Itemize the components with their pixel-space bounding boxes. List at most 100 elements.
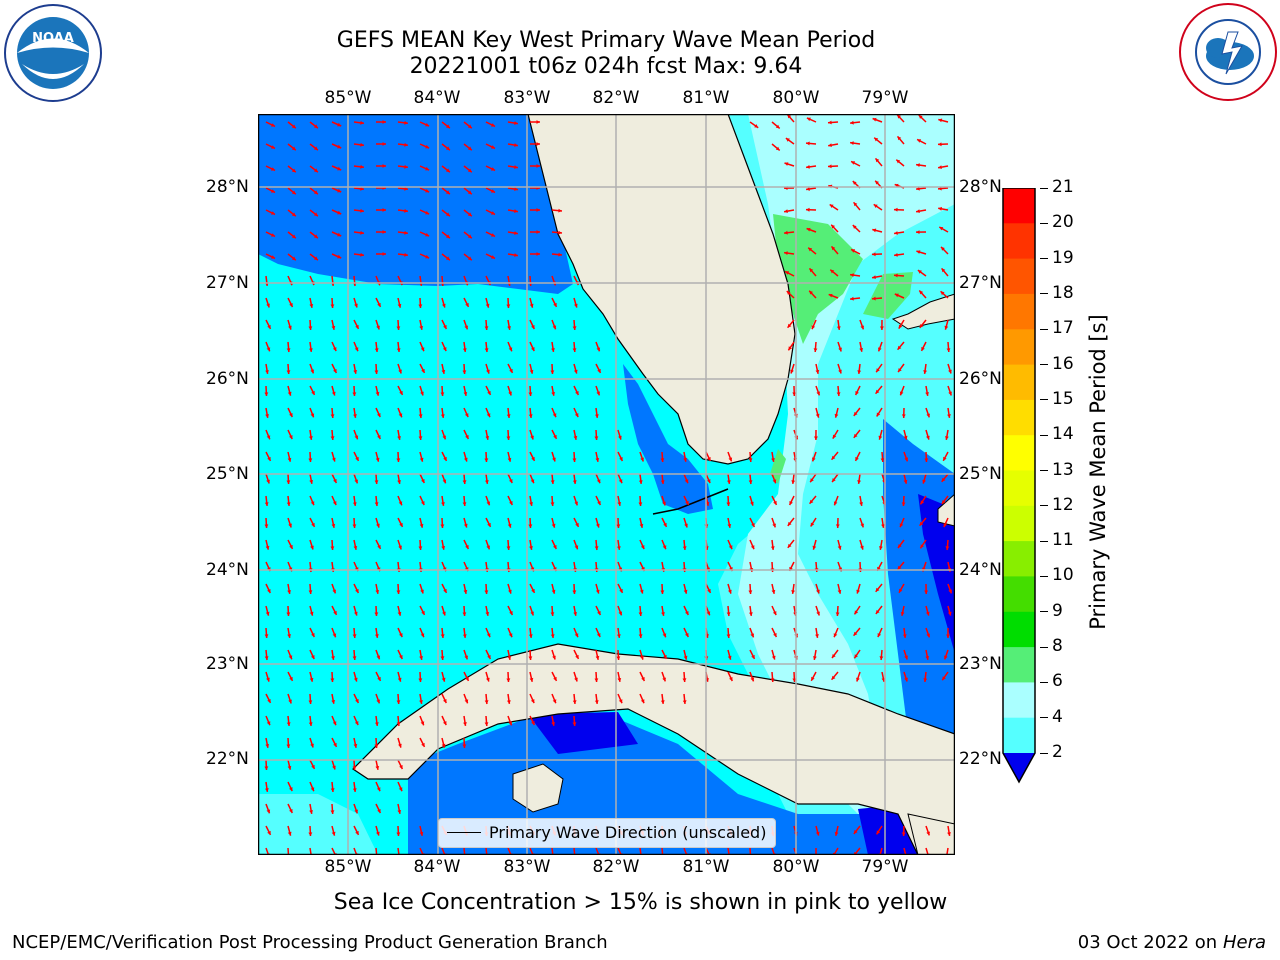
wave-arrow-head xyxy=(289,435,293,440)
wave-arrow-head xyxy=(486,501,491,506)
wave-arrow-head xyxy=(419,656,423,660)
wave-arrow-head xyxy=(332,721,337,726)
wave-arrow-head xyxy=(514,121,518,125)
wave-arrow-head xyxy=(860,325,864,330)
wave-arrow-head xyxy=(828,293,833,298)
wave-arrow-head xyxy=(616,656,621,660)
wave-arrow-head xyxy=(507,326,511,330)
wave-arrow-head xyxy=(332,347,337,352)
wave-arrow-head xyxy=(425,144,430,149)
wave-arrow-head xyxy=(597,501,601,505)
wave-arrow-head xyxy=(748,590,753,594)
wave-arrow-head xyxy=(923,678,928,682)
wave-arrow-head xyxy=(376,831,380,836)
wave-arrow-head xyxy=(897,114,901,119)
wave-arrow-head xyxy=(786,291,791,295)
wave-arrow-head xyxy=(418,414,423,418)
wave-arrow-head xyxy=(506,304,511,308)
wave-arrow-head xyxy=(508,347,513,352)
wave-arrow-head xyxy=(337,144,342,149)
wave-arrow xyxy=(551,847,554,855)
sea-ice-caption: Sea Ice Concentration > 15% is shown in … xyxy=(333,890,948,915)
wave-arrow-head xyxy=(425,122,430,127)
wave-arrow-head xyxy=(617,546,621,550)
colorbar-cell xyxy=(1003,435,1035,471)
wave-arrow-head xyxy=(662,677,666,682)
wave-arrow-head xyxy=(266,809,271,814)
wave-arrow xyxy=(639,847,642,855)
wave-arrow-head xyxy=(353,414,357,418)
wave-arrow-head xyxy=(376,655,381,660)
wave-arrow-head xyxy=(375,766,380,770)
wave-arrow-head xyxy=(662,545,667,550)
wave-arrow-head xyxy=(660,700,665,704)
wave-arrow-head xyxy=(806,227,811,232)
wave-arrow-head xyxy=(550,480,555,484)
wave-arrow-head xyxy=(421,742,425,747)
colorbar-tick-mark xyxy=(1040,470,1048,471)
wave-arrow-head xyxy=(352,656,357,660)
wave-arrow-head xyxy=(573,435,578,440)
wave-arrow-head xyxy=(440,634,445,638)
wave-arrow-head xyxy=(375,722,379,726)
colorbar-tick-label: 2 xyxy=(1052,742,1063,762)
wave-arrow-head xyxy=(377,545,381,549)
wave-arrow-head xyxy=(310,369,314,374)
wave-arrow-head xyxy=(640,545,645,550)
wave-arrow-head xyxy=(330,788,335,792)
wave-arrow-head xyxy=(491,233,495,237)
lon-label-bottom: 82°W xyxy=(592,857,640,877)
wave-arrow-head xyxy=(332,501,337,506)
wave-arrow-head xyxy=(352,392,357,396)
wave-arrow-head xyxy=(509,368,513,373)
footer-host: Hera xyxy=(1222,932,1266,953)
lon-label-top: 79°W xyxy=(861,88,909,108)
wave-arrow-head xyxy=(727,655,732,660)
wave-arrow-head xyxy=(572,590,577,594)
wave-arrow-head xyxy=(446,256,450,261)
wave-arrow-head xyxy=(640,699,645,704)
wave-arrow-head xyxy=(308,832,313,836)
wave-arrow-head xyxy=(815,369,820,374)
wave-arrow-head xyxy=(853,411,858,416)
wave-arrow-head xyxy=(729,677,733,681)
wave-arrow-head xyxy=(420,721,425,726)
wave-arrow-head xyxy=(594,546,599,550)
wave-arrow-head xyxy=(553,545,557,549)
wave-arrow-head xyxy=(267,699,271,703)
wave-arrow-head xyxy=(467,124,472,129)
wave-arrow-head xyxy=(617,678,622,682)
wave-arrow-head xyxy=(352,634,357,638)
wave-arrow-head xyxy=(440,392,445,396)
lat-label-right: 25°N xyxy=(959,464,1002,484)
wave-arrow-head xyxy=(464,413,469,418)
wave-arrow-head xyxy=(552,655,556,660)
wave-arrow-head xyxy=(531,721,535,725)
wave-arrow-head xyxy=(398,787,403,792)
wave-arrow-head xyxy=(399,522,403,527)
wave-arrow-head xyxy=(894,273,898,278)
wave-arrow-head xyxy=(836,392,841,396)
wave-arrow-head xyxy=(942,676,946,681)
wave-arrow-head xyxy=(287,590,291,594)
region-0-2s-east xyxy=(918,494,955,654)
wave-arrow-head xyxy=(573,369,578,374)
wave-arrow-head xyxy=(916,163,920,167)
wave-arrow-head xyxy=(899,391,904,396)
wave-arrow-head xyxy=(514,253,518,257)
bahamas-land-b xyxy=(937,493,955,527)
wave-arrow-head xyxy=(398,743,402,748)
wave-arrow-head xyxy=(572,480,577,484)
wave-arrow-head xyxy=(550,612,555,616)
wave-arrow xyxy=(397,847,400,855)
wave-arrow-head xyxy=(508,589,512,594)
colorbar-tick-mark xyxy=(1040,505,1048,507)
wave-arrow-head xyxy=(264,634,269,638)
wave-arrow-head xyxy=(785,138,790,142)
wave-arrow-head xyxy=(536,164,540,168)
wave-arrow-head xyxy=(728,545,733,550)
wave-arrow-head xyxy=(399,765,403,769)
wave-arrow-head xyxy=(309,480,314,484)
wave-arrow-head xyxy=(310,743,314,748)
wave-arrow-head xyxy=(309,304,314,308)
